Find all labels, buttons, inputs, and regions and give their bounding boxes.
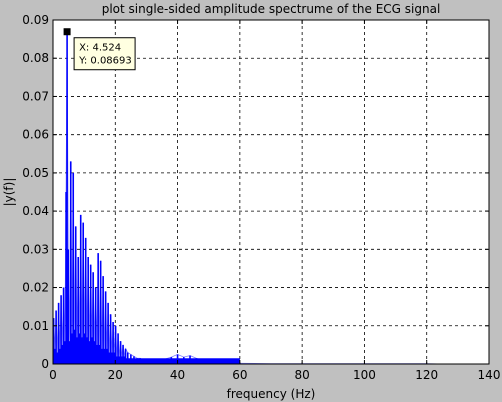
data-tip-marker[interactable] [63, 28, 71, 36]
axis-ticks [52, 19, 490, 365]
grid-lines [53, 20, 489, 364]
y-tick-label: 0.09 [22, 13, 49, 27]
y-tick-label: 0.02 [22, 281, 49, 295]
spectrum-floor [53, 358, 240, 364]
x-tick-label: 100 [353, 368, 376, 382]
y-axis-label: |y(f)| [2, 178, 16, 207]
data-tip-box [73, 37, 136, 71]
axes-frame [52, 19, 490, 365]
y-tick-label: 0.07 [22, 89, 49, 103]
y-tick-label: 0.06 [22, 128, 49, 142]
spectrum-line [53, 31, 443, 365]
x-tick-label: 20 [108, 368, 123, 382]
x-tick-label: 80 [295, 368, 310, 382]
y-tick-label: 0.01 [22, 319, 49, 333]
y-tick-label: 0 [41, 357, 49, 371]
x-tick-label: 120 [415, 368, 438, 382]
y-tick-label: 0.08 [22, 51, 49, 65]
tick-labels: 0 20 40 60 80 100 120 140 0 0.01 0.02 0.03 0.04 0.05 0… [22, 13, 500, 382]
x-tick-label: 60 [232, 368, 247, 382]
data-tip-x: X: 4.524 [79, 43, 121, 54]
plot-area [52, 31, 443, 365]
x-tick-label: 40 [170, 368, 185, 382]
x-tick-label: 140 [478, 368, 501, 382]
x-tick-label: 0 [49, 368, 57, 382]
data-tip-y: Y: 0.08693 [78, 56, 132, 67]
axes-area[interactable] [53, 20, 489, 364]
x-axis-label: frequency (Hz) [227, 387, 316, 401]
y-tick-label: 0.03 [22, 242, 49, 256]
chart-title: plot single-sided amplitude spectrume of… [102, 2, 441, 16]
y-tick-label: 0.05 [22, 166, 49, 180]
y-tick-label: 0.04 [22, 204, 49, 218]
data-tip[interactable]: X: 4.524 Y: 0.08693 [63, 28, 136, 71]
